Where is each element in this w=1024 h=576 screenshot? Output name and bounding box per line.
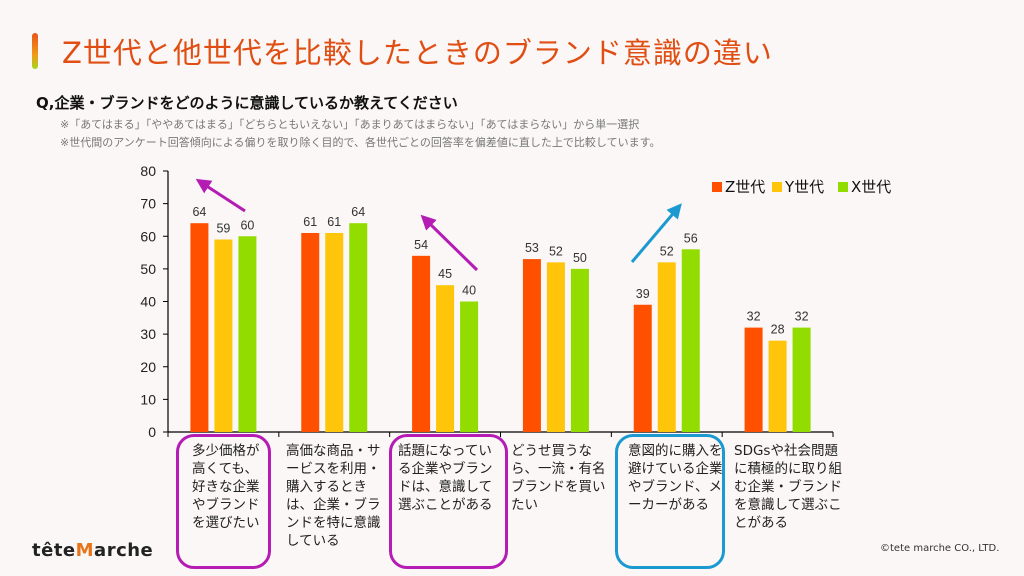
data-label: 54 [414,238,428,252]
bar-Y世代-1 [325,232,344,432]
bar-Y世代-4 [657,262,676,432]
data-label: 32 [795,310,809,324]
x-category-label: 意図的に購入を避けている企業やブランド、メーカーがある [628,443,723,513]
data-label: 56 [684,231,698,245]
bar-X世代-5 [792,327,811,432]
survey-question: Q,企業・ブランドをどのように意識しているか教えてください [36,94,458,112]
copyright: ©tete marche CO., LTD. [880,543,1000,554]
y-tick-label: 50 [140,261,156,277]
x-category-label: どうせ買うなら、一流・有名ブランドを買いたい [511,443,606,513]
data-label: 28 [771,323,785,337]
data-label: 60 [240,218,254,232]
trend-arrow-icon [195,178,246,213]
note-methodology: ※世代間のアンケート回答傾向による偏りを取り除く目的で、各世代ごとの回答率を偏差… [60,136,661,149]
y-tick-label: 20 [140,359,156,375]
x-category-label: 話題になっている企業やブランドは、意識して選ぶことがある [398,443,493,513]
y-tick-label: 40 [140,294,156,310]
data-label: 53 [525,241,539,255]
bar-Y世代-3 [546,262,565,432]
bar-Y世代-0 [214,239,233,432]
bar-X世代-4 [681,249,700,432]
bar-X世代-0 [238,236,257,432]
bar-Y世代-2 [436,285,455,432]
data-label: 52 [660,244,674,258]
data-label: 61 [303,215,317,229]
x-category-label: 高価な商品・サービスを利用・購入するときは、企業・ブランドを特に意識している [286,443,381,549]
data-label: 59 [216,222,230,236]
legend-label: Y世代 [785,178,825,196]
x-category-label: 多少価格が高くても、好きな企業やブランドを選びたい [192,443,260,531]
trend-arrow-icon [420,214,479,272]
y-tick-label: 0 [148,424,156,440]
bar-Z世代-0 [190,223,209,432]
y-tick-label: 60 [140,228,156,244]
legend-item: X世代 [838,176,891,197]
y-tick-label: 80 [140,163,156,179]
bar-X世代-3 [570,268,589,432]
data-label: 64 [192,205,206,219]
title-accent-bar [32,33,38,69]
legend-item: Z世代 [712,176,765,197]
logo-mark: M [75,540,95,561]
bar-Z世代-2 [412,255,431,432]
company-logo: têteMarche [32,540,153,561]
data-label: 52 [549,244,563,258]
bar-Z世代-1 [301,232,320,432]
data-label: 64 [351,205,365,219]
highlight-frame [176,434,271,569]
y-tick-label: 10 [140,391,156,407]
highlight-frame [615,434,725,569]
bar-Y世代-5 [768,340,787,432]
x-category-label: SDGsや社会問題に積極的に取り組む企業・ブランドを意識して選ぶことがある [734,443,842,531]
data-label: 32 [747,310,761,324]
highlight-frame [389,434,508,569]
bar-Z世代-4 [633,304,652,432]
bar-Z世代-5 [744,327,763,432]
logo-text-pre: tête [32,540,76,561]
data-label: 39 [636,287,650,301]
logo-text-post: arche [94,540,154,561]
legend-swatch [712,181,722,192]
bar-Z世代-3 [522,259,541,432]
legend-label: X世代 [851,178,892,196]
legend-item: Y世代 [772,176,824,197]
legend-swatch [838,181,848,192]
legend-label: Z世代 [725,178,766,196]
y-tick-label: 30 [140,326,156,342]
data-label: 50 [573,251,587,265]
data-label: 45 [438,267,452,281]
trend-arrow-icon [630,203,682,263]
data-label: 61 [327,215,341,229]
legend-swatch [772,181,782,192]
note-answer-options: ※「あてはまる」「ややあてはまる」「どちらともいえない」「あまりあてはまらない」… [60,118,640,131]
bar-X世代-1 [349,223,368,432]
y-tick-label: 70 [140,196,156,212]
data-label: 40 [462,284,476,298]
bar-X世代-2 [460,301,479,432]
page-title: Z世代と他世代を比較したときのブランド意識の違い [62,36,773,70]
